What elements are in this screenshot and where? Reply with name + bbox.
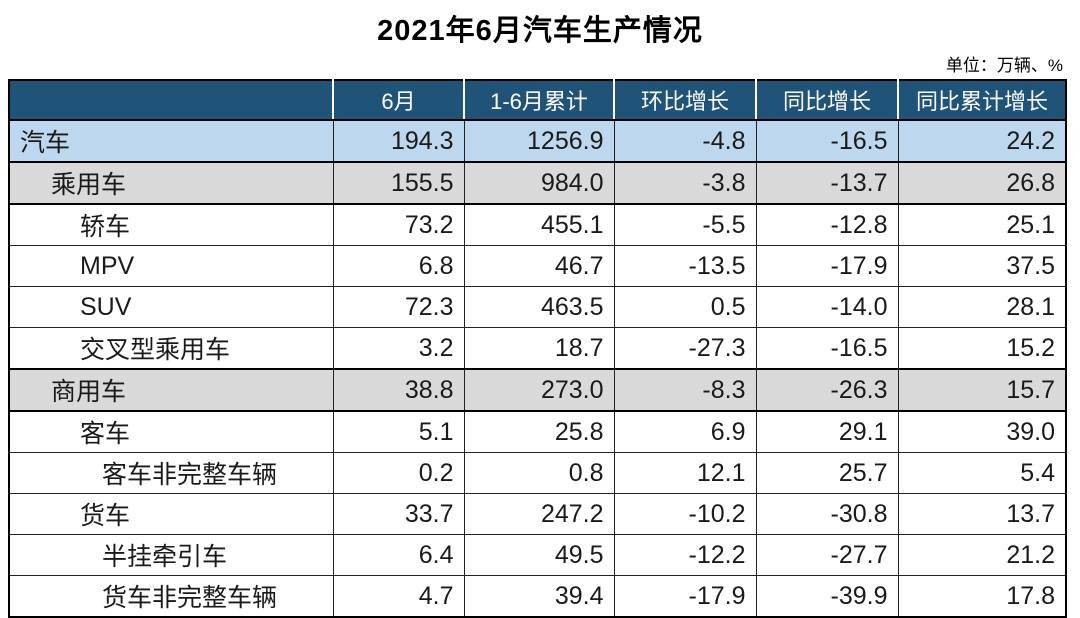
column-header-yoy-cumulative-growth: 同比累计增长: [897, 80, 1066, 121]
value-cell: 12.1: [613, 452, 757, 494]
table-row: 货车 33.7 247.2 -10.2 -30.8 13.7: [8, 493, 1067, 535]
value-cell: -16.5: [755, 327, 899, 370]
value-cell: 24.2: [897, 119, 1067, 163]
table-row: 乘用车 155.5 984.0 -3.8 -13.7 26.8: [8, 161, 1067, 205]
value-cell: 6.9: [613, 410, 757, 453]
table-body: 汽车 194.3 1256.9 -4.8 -16.5 24.2 乘用车 155.5 984.0-…: [8, 119, 1067, 618]
value-cell: 25.7: [755, 452, 899, 494]
table-header: 6月 1-6月累计 环比增长 同比增长 同比累计增长: [9, 80, 1066, 121]
value-cell: 6.4: [332, 534, 465, 576]
value-cell: 49.5: [463, 534, 615, 576]
table-row: SUV 72.3 463.5 0.5 -14.0 28.1: [8, 286, 1067, 328]
value-cell: 273.0: [463, 368, 615, 412]
value-cell: 155.5: [332, 161, 465, 205]
value-cell: 0.2: [332, 452, 465, 494]
value-cell: 5.1: [332, 410, 465, 453]
value-cell: -13.7: [755, 161, 899, 205]
value-cell: -27.3: [613, 327, 757, 370]
value-cell: 72.3: [332, 286, 465, 328]
value-cell: 25.1: [897, 203, 1067, 246]
table-row: 交叉型乘用车 3.2 18.7 -27.3 -16.5 15.2: [8, 327, 1067, 370]
row-label-cell: 货车非完整车辆: [8, 575, 334, 618]
value-cell: -17.9: [755, 245, 899, 287]
value-cell: 39.4: [463, 575, 615, 618]
value-cell: 6.8: [332, 245, 465, 287]
value-cell: 28.1: [897, 286, 1067, 328]
value-cell: 18.7: [463, 327, 615, 370]
value-cell: -10.2: [613, 493, 757, 535]
row-label-cell: 轿车: [8, 203, 334, 246]
row-label-cell: MPV: [8, 245, 334, 287]
row-label-cell: 半挂牵引车: [8, 534, 334, 576]
value-cell: 26.8: [897, 161, 1067, 205]
column-header-june: 6月: [332, 80, 464, 121]
value-cell: 17.8: [897, 575, 1067, 618]
value-cell: -4.8: [613, 119, 757, 163]
value-cell: -5.5: [613, 203, 757, 246]
value-cell: -30.8: [755, 493, 899, 535]
table-row: 客车非完整车辆 0.2 0.8 12.1 25.7 5.4: [8, 452, 1067, 494]
row-label-cell: SUV: [8, 286, 334, 328]
column-header-yoy-growth: 同比增长: [755, 80, 898, 121]
value-cell: 29.1: [755, 410, 899, 453]
value-cell: 39.0: [897, 410, 1067, 453]
value-cell: 37.5: [897, 245, 1067, 287]
table-row: 货车非完整车辆 4.7 39.4 -17.9 -39.9 17.8: [8, 575, 1067, 618]
page-title: 2021年6月汽车生产情况: [377, 15, 703, 47]
row-label-cell: 交叉型乘用车: [8, 327, 334, 370]
table-row: MPV 6.8 46.7 -13.5 -17.9 37.5: [8, 245, 1067, 287]
value-cell: -3.8: [613, 161, 757, 205]
value-cell: 0.5: [613, 286, 757, 328]
value-cell: 21.2: [897, 534, 1067, 576]
column-header-mom-growth: 环比增长: [613, 80, 756, 121]
value-cell: -8.3: [613, 368, 757, 412]
value-cell: -12.8: [755, 203, 899, 246]
row-label-cell: 货车: [8, 493, 334, 535]
value-cell: 4.7: [332, 575, 465, 618]
value-cell: 15.7: [897, 368, 1067, 412]
row-label-cell: 汽车: [8, 119, 334, 163]
table-row: 商用车 38.8 273.0 -8.3 -26.3 15.7: [8, 368, 1067, 412]
value-cell: 5.4: [897, 452, 1067, 494]
row-label-cell: 商用车: [8, 368, 334, 412]
value-cell: 984.0: [463, 161, 615, 205]
row-label-cell: 客车: [8, 410, 334, 453]
production-table: 6月 1-6月累计 环比增长 同比增长 同比累计增长 汽车 194.3 1256.9…: [8, 79, 1067, 618]
value-cell: -14.0: [755, 286, 899, 328]
column-header-category: [9, 80, 333, 121]
value-cell: -26.3: [755, 368, 899, 412]
value-cell: 194.3: [332, 119, 465, 163]
value-cell: 3.2: [332, 327, 465, 370]
value-cell: 38.8: [332, 368, 465, 412]
value-cell: 46.7: [463, 245, 615, 287]
table-row: 半挂牵引车 6.4 49.5 -12.2 -27.7 21.2: [8, 534, 1067, 576]
value-cell: 33.7: [332, 493, 465, 535]
table-row: 客车 5.1 25.8 6.9 29.1 39.0: [8, 410, 1067, 453]
value-cell: 25.8: [463, 410, 615, 453]
value-cell: -16.5: [755, 119, 899, 163]
value-cell: -27.7: [755, 534, 899, 576]
row-label-cell: 乘用车: [8, 161, 334, 205]
value-cell: 455.1: [463, 203, 615, 246]
value-cell: 247.2: [463, 493, 615, 535]
value-cell: 0.8: [463, 452, 615, 494]
value-cell: -12.2: [613, 534, 757, 576]
unit-note: 单位：万辆、%: [945, 56, 1063, 75]
value-cell: 73.2: [332, 203, 465, 246]
header-row: 6月 1-6月累计 环比增长 同比增长 同比累计增长: [9, 80, 1066, 121]
value-cell: -13.5: [613, 245, 757, 287]
table-row: 汽车 194.3 1256.9 -4.8 -16.5 24.2: [8, 119, 1067, 163]
value-cell: -17.9: [613, 575, 757, 618]
value-cell: 15.2: [897, 327, 1067, 370]
column-header-cumulative: 1-6月累计: [463, 80, 614, 121]
value-cell: 13.7: [897, 493, 1067, 535]
value-cell: -39.9: [755, 575, 899, 618]
row-label-cell: 客车非完整车辆: [8, 452, 334, 494]
table-row: 轿车 73.2 455.1 -5.5 -12.8 25.1: [8, 203, 1067, 246]
value-cell: 463.5: [463, 286, 615, 328]
value-cell: 1256.9: [463, 119, 615, 163]
